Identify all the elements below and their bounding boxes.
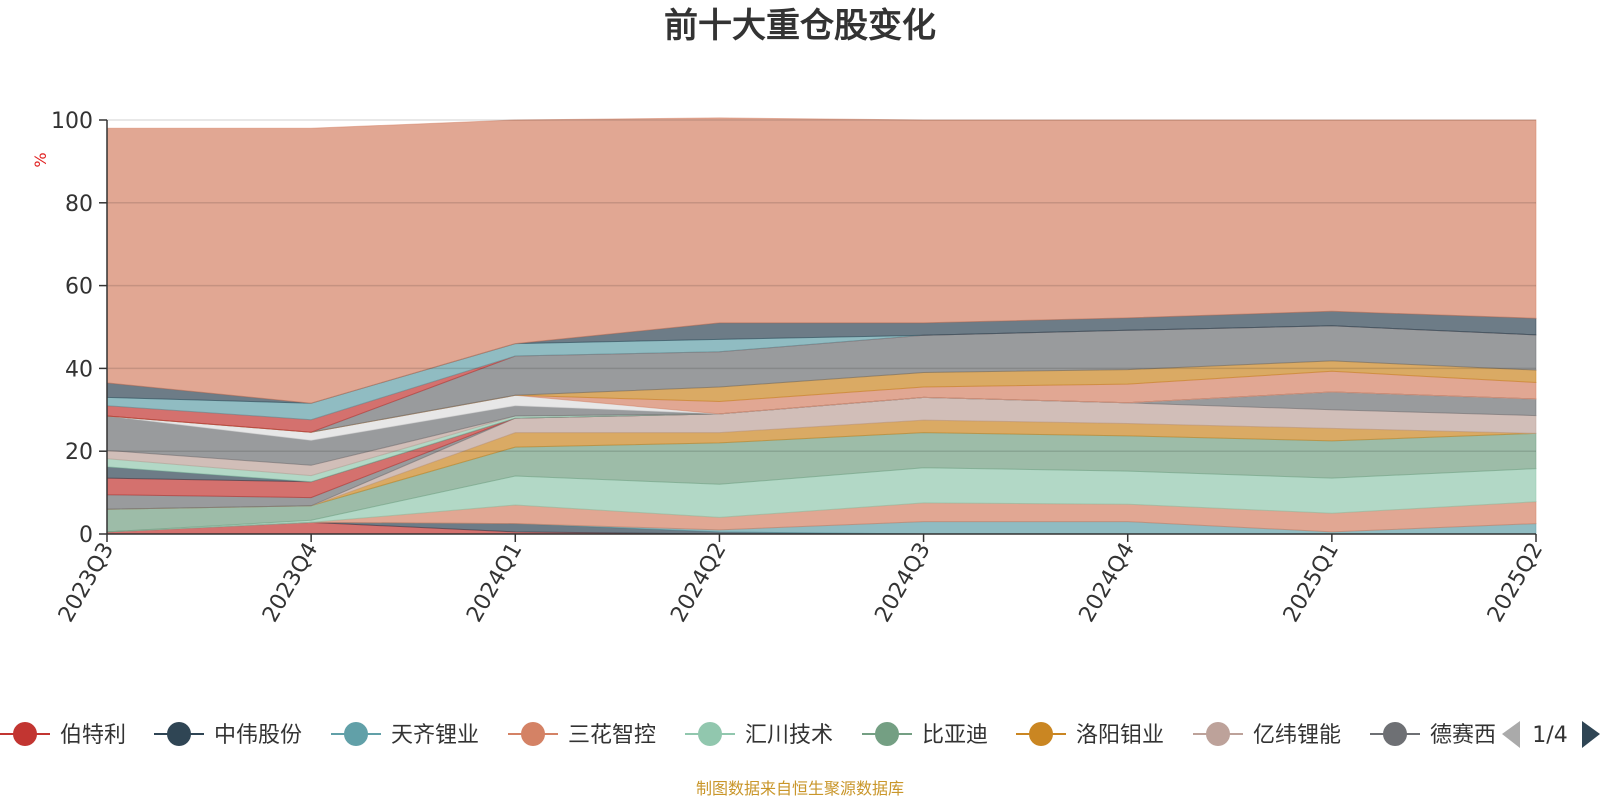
y-tick-label: 20 [65,440,93,465]
x-tick-label: 2024Q2 [666,539,731,627]
legend-marker-icon [1029,722,1053,746]
chart-title: 前十大重仓股变化 [664,6,936,46]
x-tick-label: 2024Q1 [462,539,527,627]
legend-item-7[interactable]: 洛阳钼业 [1016,722,1164,748]
legend-item-8[interactable]: 亿纬锂能 [1193,722,1341,748]
legend-item-5[interactable]: 汇川技术 [685,722,833,748]
legend-marker-icon [521,722,545,746]
legend-item-4[interactable]: 三花智控 [508,722,656,748]
x-tick-label: 2025Q2 [1483,539,1548,627]
x-tick-label: 2023Q4 [258,539,323,627]
legend-item-3[interactable]: 天齐锂业 [331,722,479,748]
y-tick-label: 60 [65,275,93,300]
legend-marker-icon [698,722,722,746]
legend-marker-icon [875,722,899,746]
x-tick-label: 2025Q1 [1279,539,1344,627]
legend-label: 德赛西 [1430,723,1496,748]
legend-item-1[interactable]: 伯特利 [0,722,126,748]
y-axis-label: % [31,152,50,167]
legend-marker-icon [1383,722,1407,746]
y-tick-label: 100 [51,109,93,134]
legend-label: 三花智控 [568,723,656,748]
x-tick-label: 2024Q4 [1075,539,1140,627]
legend-prev-page-icon[interactable] [1502,721,1520,748]
area-22 [106,117,1537,404]
x-tick-label: 2023Q3 [54,539,119,627]
legend-label: 汇川技术 [745,723,833,748]
legend-item-9[interactable]: 德赛西 [1370,722,1496,748]
y-tick-label: 80 [65,192,93,217]
legend-pager: 1/4 [1502,721,1600,748]
legend-item-2[interactable]: 中伟股份 [154,722,302,748]
legend-label: 亿纬锂能 [1253,723,1341,748]
y-tick-label: 40 [65,357,93,382]
legend-item-6[interactable]: 比亚迪 [862,722,988,748]
y-tick-label: 0 [79,523,93,548]
x-tick-label: 2024Q3 [870,539,935,627]
gridlines [107,119,1536,452]
legend-marker-icon [167,722,191,746]
legend-marker-icon [344,722,368,746]
legend-marker-icon [1206,722,1230,746]
legend-label: 伯特利 [60,723,126,748]
legend-label: 天齐锂业 [391,723,479,748]
data-source-note: 制图数据来自恒生聚源数据库 [696,779,904,798]
legend-label: 洛阳钼业 [1076,723,1164,748]
legend-next-page-icon[interactable] [1582,721,1600,748]
legend: 伯特利 中伟股份 天齐锂业 三花智控 汇川技术 比亚迪 洛阳钼业 亿纬锂能 德赛西 [0,722,1496,748]
legend-label: 中伟股份 [214,723,302,748]
area-series-group [106,117,1537,535]
legend-page-indicator: 1/4 [1532,723,1567,748]
legend-marker-icon [13,722,37,746]
legend-label: 比亚迪 [922,723,988,748]
